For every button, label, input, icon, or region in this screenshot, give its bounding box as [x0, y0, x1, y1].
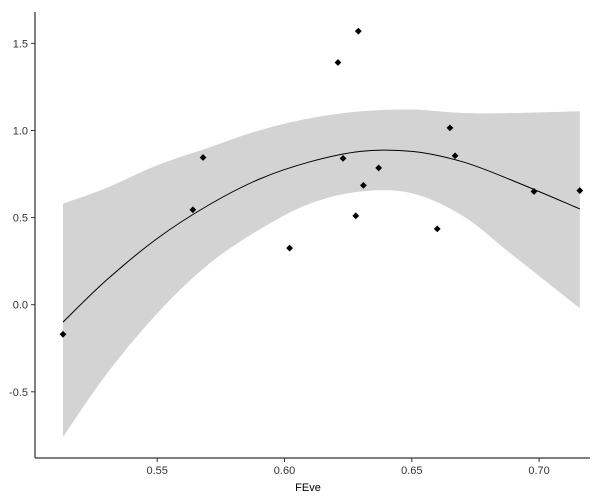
- data-point: [451, 152, 459, 160]
- y-tick-label: 0.5: [13, 213, 28, 225]
- y-tick-label: -0.5: [9, 387, 28, 399]
- data-point: [576, 187, 584, 194]
- data-point: [360, 181, 367, 189]
- data-point: [199, 154, 207, 161]
- data-point: [446, 124, 454, 132]
- y-tick-label: 1.5: [13, 38, 28, 50]
- data-point: [286, 244, 293, 252]
- x-tick-label: 0.55: [146, 465, 167, 477]
- data-point: [354, 27, 362, 35]
- data-point: [352, 212, 360, 220]
- y-tick-label: 1.0: [13, 125, 28, 137]
- data-point: [189, 206, 197, 214]
- data-point: [433, 225, 441, 233]
- points-layer: [59, 27, 584, 338]
- x-tick-label: 0.70: [528, 465, 549, 477]
- confidence-band-layer: [63, 109, 580, 438]
- data-point: [334, 59, 342, 66]
- confidence-band: [63, 109, 580, 438]
- data-point: [530, 188, 538, 195]
- axes-layer: 0.55 0.60 0.65 0.70 -0.5 0.0 0.5 1.0 1.5: [9, 12, 590, 477]
- data-point: [375, 164, 383, 172]
- y-tick-label: 0.0: [13, 300, 28, 312]
- fit-line: [62, 149, 581, 323]
- data-point: [59, 330, 67, 338]
- fit-line-layer: [62, 149, 581, 323]
- x-tick-label: 0.60: [274, 465, 295, 477]
- data-point: [339, 154, 347, 162]
- x-axis-title: FEve: [295, 482, 321, 494]
- x-tick-label: 0.65: [401, 465, 422, 477]
